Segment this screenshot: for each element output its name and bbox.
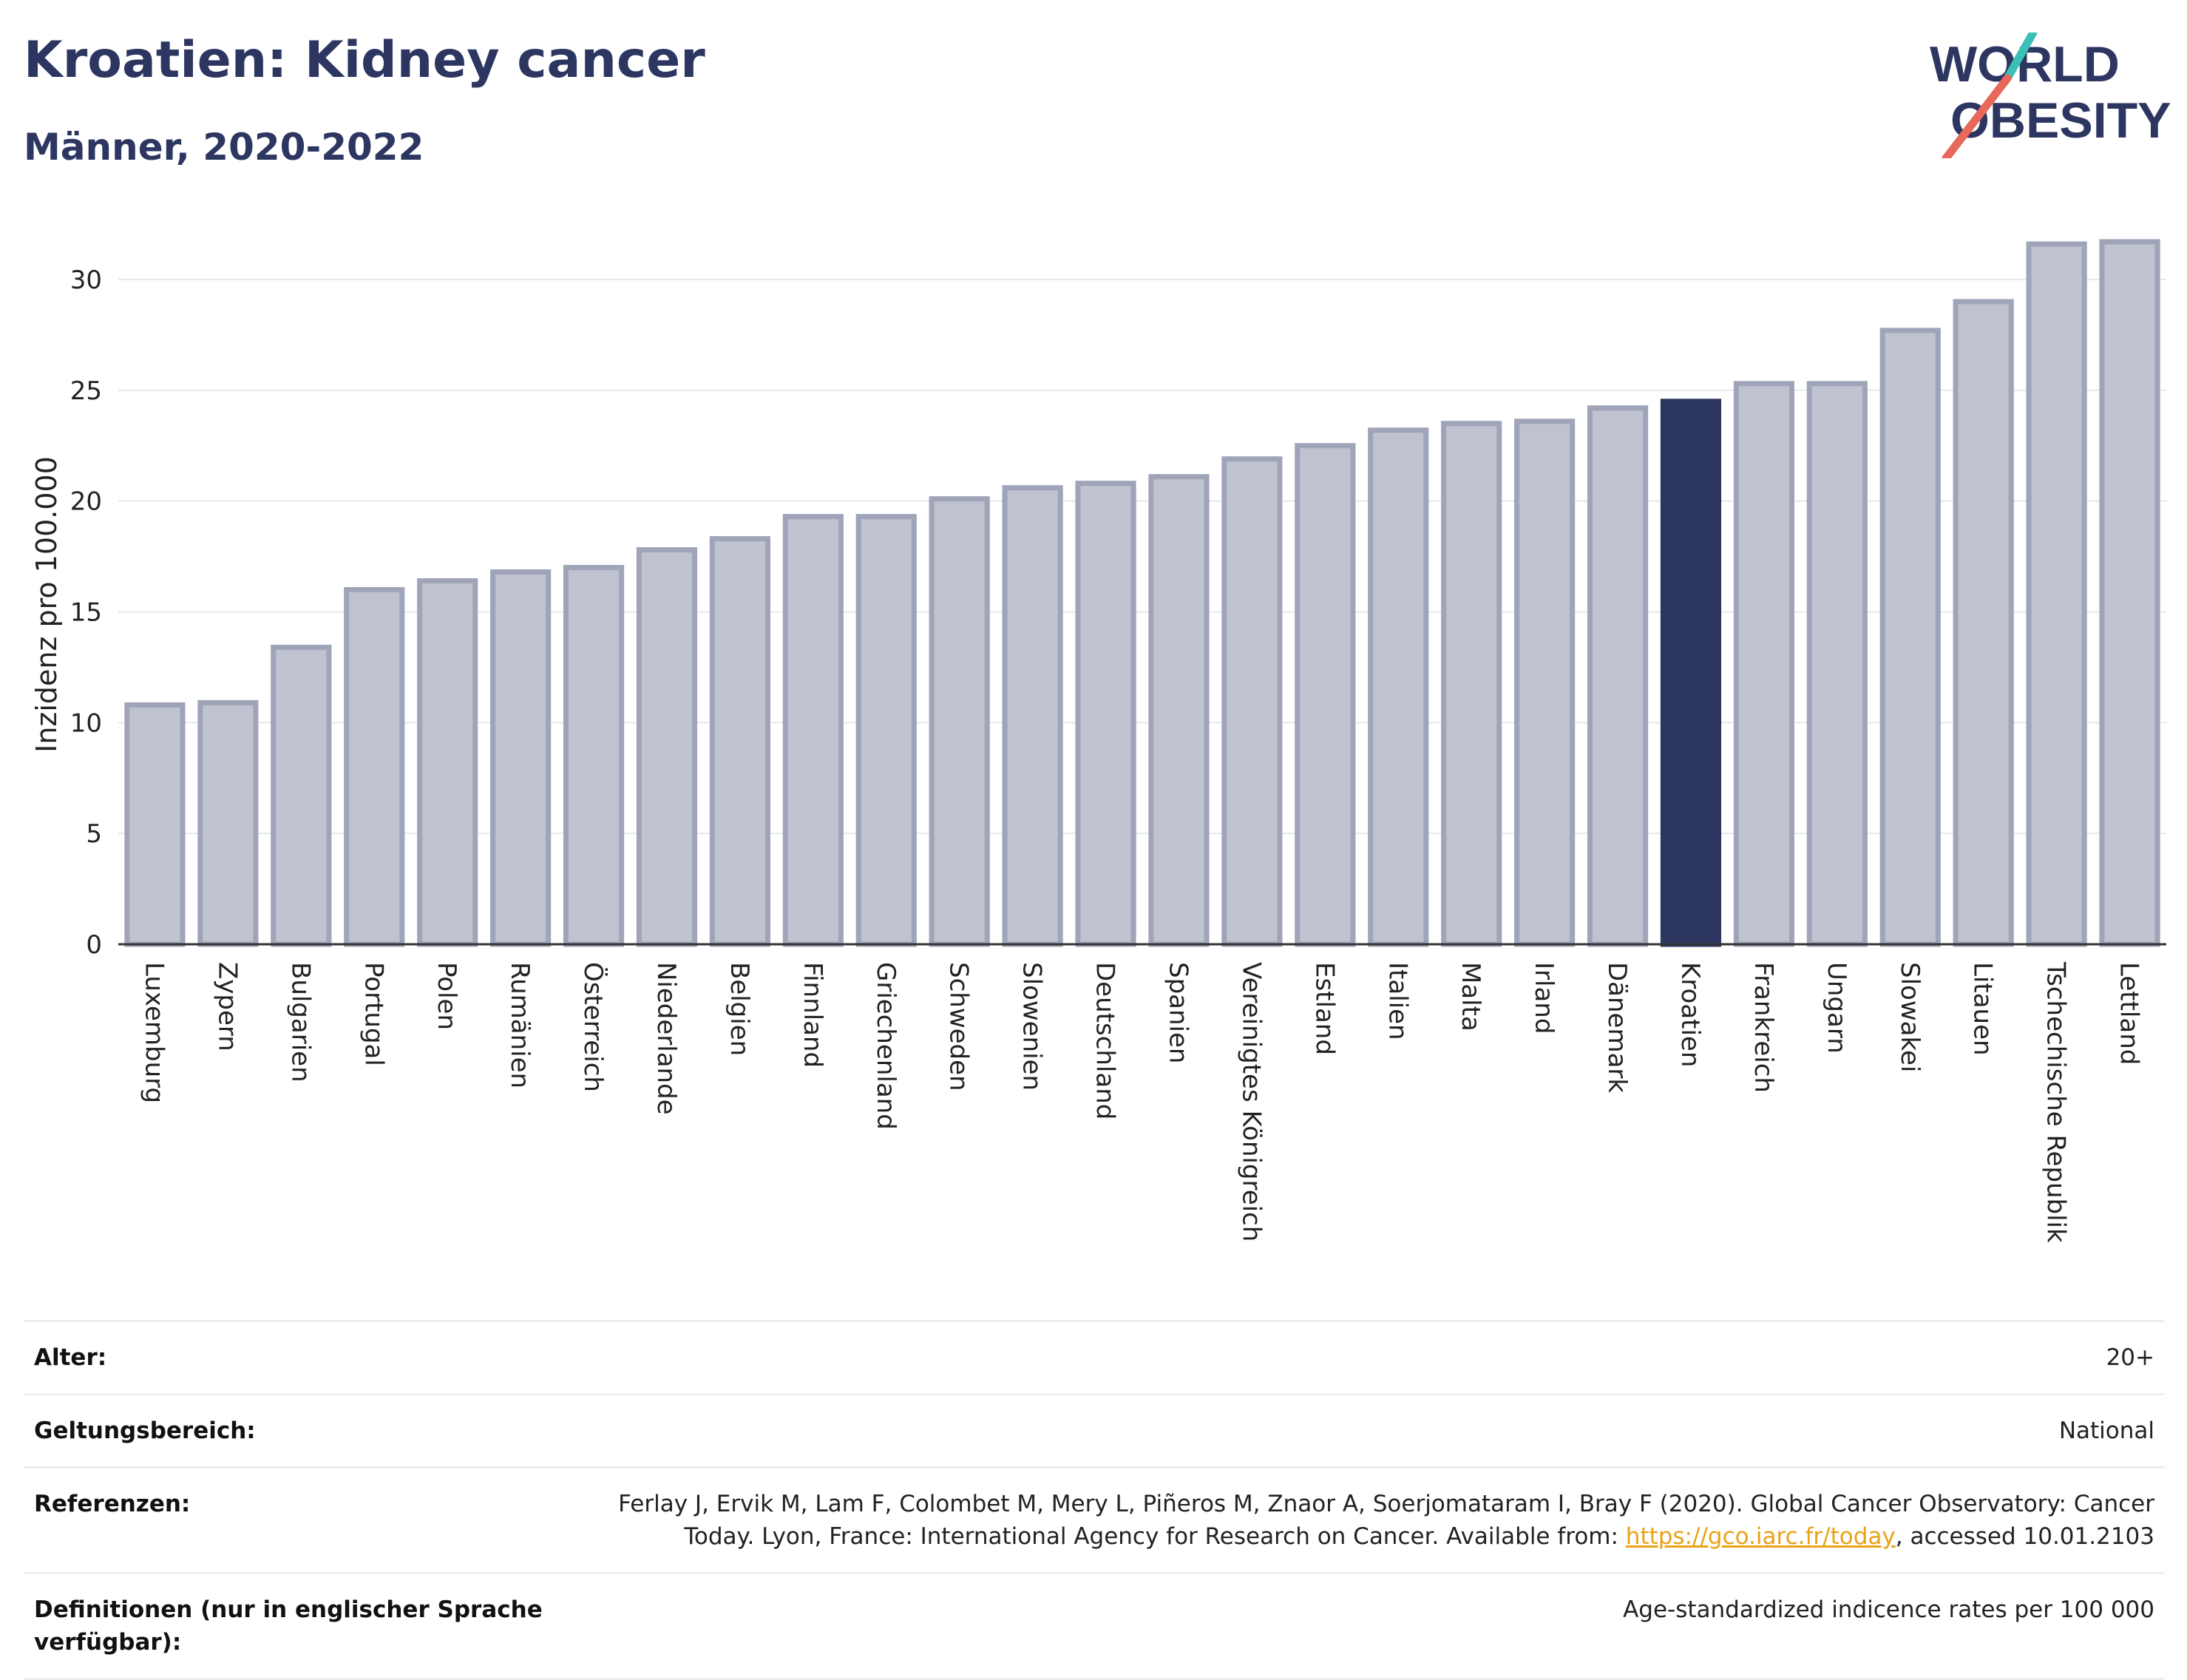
- x-tick-label: Estland: [1309, 962, 1339, 1055]
- meta-label-references: Referenzen:: [34, 1491, 191, 1517]
- bar-lettland: [2099, 239, 2160, 947]
- bar-ungarn: [1806, 381, 1868, 947]
- x-tick-label: Kroatien: [1675, 962, 1705, 1067]
- meta-label-definitions: Definitionen (nur in englischer Sprache …: [34, 1596, 543, 1656]
- x-tick-label: Vereinigtes Königreich: [1236, 962, 1266, 1242]
- x-tick-label: Frankreich: [1749, 962, 1778, 1093]
- logo-slash-red: [1942, 74, 2012, 158]
- meta-row-references: Referenzen: Ferlay J, Ervik M, Lam F, Co…: [24, 1466, 2165, 1572]
- y-tick-label: 15: [70, 597, 102, 627]
- y-tick-label: 0: [86, 930, 102, 960]
- bar-kroatien: [1660, 399, 1722, 947]
- meta-value-definitions: Age-standardized indicence rates per 100…: [1623, 1596, 2154, 1623]
- x-tick-label: Portugal: [359, 962, 388, 1066]
- bar-tschechische-republik: [2026, 241, 2087, 947]
- meta-row-scope: Geltungsbereich: National: [24, 1393, 2165, 1466]
- x-tick-label: Polen: [432, 962, 461, 1030]
- bar-bulgarien: [271, 644, 332, 947]
- meta-row-definitions: Definitionen (nur in englischer Sprache …: [24, 1572, 2165, 1680]
- bar-finnland: [782, 514, 844, 947]
- meta-value-age: 20+: [2106, 1344, 2154, 1371]
- meta-label-age: Alter:: [34, 1344, 107, 1371]
- x-tick-label: Bulgarien: [285, 962, 315, 1083]
- meta-value-references: Ferlay J, Ervik M, Lam F, Colombet M, Me…: [566, 1488, 2154, 1553]
- bar-malta: [1441, 421, 1502, 947]
- bar-spanien: [1148, 474, 1210, 947]
- y-tick-label: 30: [70, 265, 102, 295]
- bar-vereinigtes-königreich: [1221, 456, 1283, 947]
- meta-value-scope: National: [2058, 1418, 2154, 1444]
- x-tick-label: Irland: [1529, 962, 1559, 1034]
- bar-polen: [417, 578, 478, 947]
- x-tick-label: Lettland: [2115, 962, 2144, 1065]
- bar-zypern: [197, 700, 259, 947]
- x-tick-label: Belgien: [725, 962, 754, 1056]
- bar-dänemark: [1587, 405, 1649, 947]
- bar-chart: 0 5 10 15 20 25 30 Luxemburg Zypern Bulgarien Por…: [30, 239, 2166, 1243]
- y-axis-label: Inzidenz pro 100.000: [30, 456, 63, 753]
- y-tick-label: 5: [86, 819, 102, 849]
- x-tick-label: Malta: [1456, 962, 1485, 1032]
- bar-slowakei: [1879, 328, 1941, 947]
- x-tick-label: Luxemburg: [139, 962, 169, 1103]
- x-axis-labels: Luxemburg Zypern Bulgarien Portugal Polen Rum…: [139, 961, 2143, 1243]
- x-tick-label: Italien: [1383, 962, 1412, 1040]
- x-tick-label: Slowenien: [1017, 962, 1047, 1091]
- y-tick-label: 10: [70, 708, 102, 738]
- bar-belgien: [709, 536, 770, 947]
- bar-schweden: [929, 496, 990, 947]
- x-tick-label: Spanien: [1163, 962, 1193, 1063]
- bar-estland: [1295, 443, 1356, 947]
- x-tick-label: Ungarn: [1822, 962, 1851, 1054]
- bar-rumänien: [490, 569, 552, 947]
- bar-irland: [1514, 419, 1576, 947]
- logo-slash-teal: [2003, 33, 2038, 83]
- x-tick-label: Litauen: [1968, 962, 1998, 1056]
- x-tick-label: Slowakei: [1895, 962, 1925, 1072]
- x-tick-label: Österreich: [578, 962, 608, 1092]
- x-tick-label: Niederlande: [651, 962, 681, 1115]
- bar-niederlande: [636, 547, 698, 947]
- bar-frankreich: [1733, 381, 1794, 947]
- meta-row-age: Alter: 20+: [24, 1320, 2165, 1393]
- page-subtitle: Männer, 2020-2022: [24, 126, 424, 169]
- bars: [124, 239, 2160, 947]
- bar-deutschland: [1075, 481, 1136, 947]
- world-obesity-logo: WORLD OBESITY: [1930, 33, 2171, 158]
- bar-italien: [1368, 427, 1429, 947]
- x-tick-label: Rumänien: [505, 962, 535, 1088]
- x-tick-label: Deutschland: [1091, 962, 1120, 1120]
- bar-slowenien: [1002, 485, 1063, 947]
- bar-griechenland: [855, 514, 917, 947]
- y-tick-label: 25: [70, 376, 102, 406]
- x-tick-label: Dänemark: [1602, 962, 1632, 1093]
- meta-label-scope: Geltungsbereich:: [34, 1418, 256, 1444]
- x-tick-label: Schweden: [944, 962, 974, 1091]
- x-tick-label: Zypern: [212, 962, 242, 1051]
- references-accessed: , accessed 10.01.2103: [1895, 1523, 2154, 1550]
- bar-österreich: [563, 565, 625, 947]
- x-tick-label: Griechenland: [871, 962, 901, 1130]
- bar-portugal: [344, 587, 405, 947]
- references-text: Ferlay J, Ervik M, Lam F, Colombet M, Me…: [618, 1491, 2154, 1550]
- bar-luxemburg: [124, 702, 186, 947]
- x-tick-label: Finnland: [798, 962, 827, 1068]
- x-tick-label: Tschechische Republik: [2041, 961, 2071, 1243]
- y-axis-ticks: 0 5 10 15 20 25 30: [70, 265, 102, 960]
- page-title: Kroatien: Kidney cancer: [24, 31, 705, 89]
- metadata-table: Alter: 20+ Geltungsbereich: National Ref…: [24, 1320, 2165, 1680]
- references-link[interactable]: https://gco.iarc.fr/today: [1625, 1523, 1896, 1550]
- bar-litauen: [1953, 299, 2014, 947]
- y-tick-label: 20: [70, 487, 102, 517]
